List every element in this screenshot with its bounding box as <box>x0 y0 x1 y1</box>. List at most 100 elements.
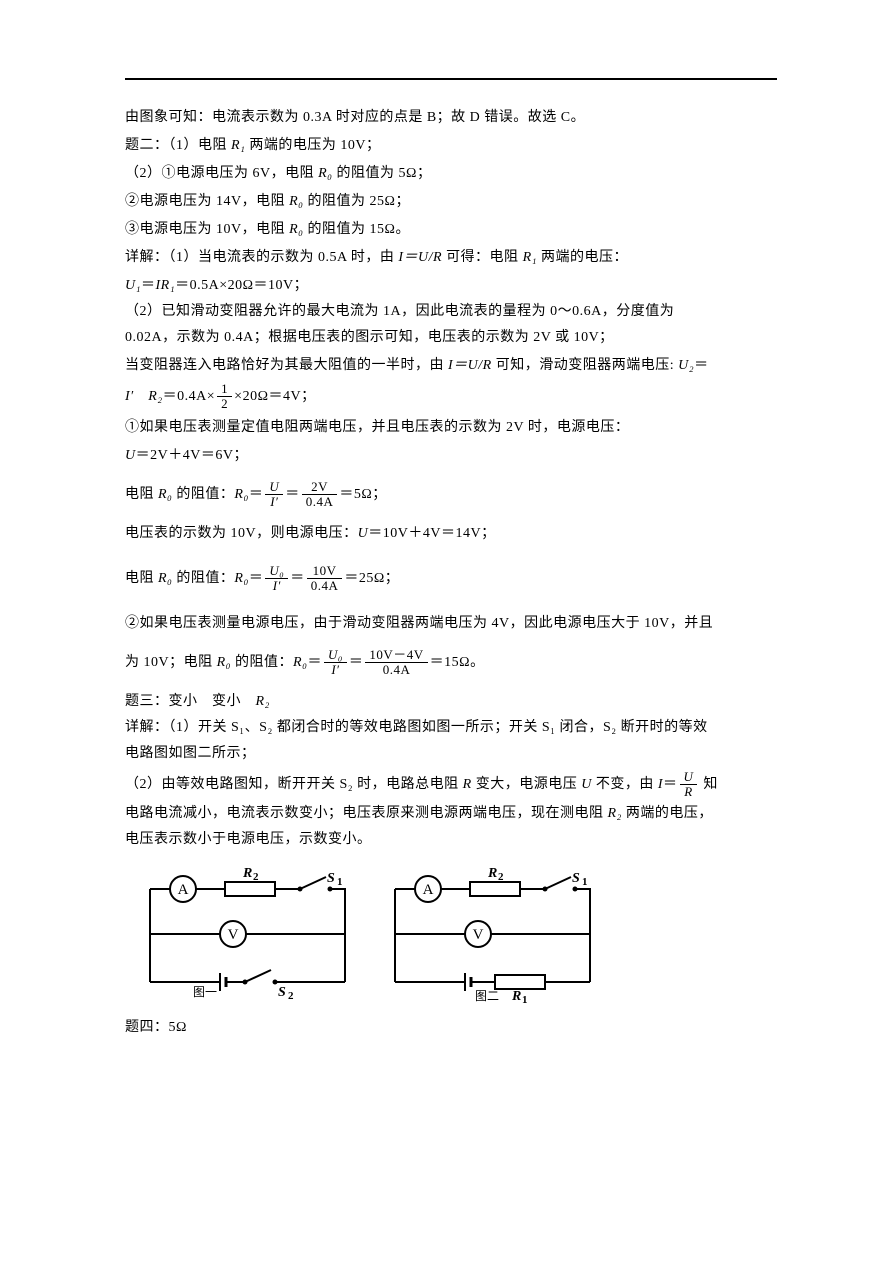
sym-R0: R₀ <box>318 166 332 181</box>
sym-IUR: I＝U/R <box>398 250 442 265</box>
sym-R0: R₀ <box>293 655 307 670</box>
q3-det1b: 电路图如图二所示； <box>125 740 777 768</box>
sym-R: R <box>463 777 472 792</box>
u1-eq: U₁＝IR₁＝0.5A×20Ω＝10V； <box>125 272 777 300</box>
svg-text:1: 1 <box>337 876 343 888</box>
header-rule <box>125 78 777 80</box>
text: 详解：（1）当电流表的示数为 0.5A 时，由 <box>125 250 398 265</box>
svg-text:A: A <box>178 882 189 898</box>
num: 10V <box>307 564 343 579</box>
d2b: 0.02A，示数为 0.4A；根据电压表的图示可知，电压表的示数为 2V 或 1… <box>125 324 777 352</box>
q3-det2: （2）由等效电路图知，断开开关 S₂ 时，电路总电阻 R 变大，电源电压 U 不… <box>125 768 777 802</box>
num: 1 <box>217 382 232 397</box>
svg-text:A: A <box>423 882 434 898</box>
text: ＝5Ω； <box>339 487 386 502</box>
detail-line1: 详解：（1）当电流表的示数为 0.5A 时，由 I＝U/R 可得：电阻 R₁ 两… <box>125 244 777 272</box>
den: 0.4A <box>307 579 343 593</box>
text: 变大，电源电压 <box>472 777 582 792</box>
svg-text:V: V <box>228 927 239 943</box>
text: 电阻 <box>125 571 158 586</box>
text: 两端的电压为 10V； <box>245 138 380 153</box>
text: 题三：变小 变小 <box>125 694 256 709</box>
q2-line3: ②电源电压为 14V，电阻 R₀ 的阻值为 25Ω； <box>125 188 777 216</box>
frac-U0-Ip2: U₀I′ <box>324 648 347 677</box>
d3-line2: I′ R₂＝0.4A×12×20Ω＝4V； <box>125 380 777 414</box>
sym-R0: R₀ <box>234 487 248 502</box>
sym-R1: R₁ <box>523 250 537 265</box>
sym-U: U <box>125 448 136 463</box>
text: ＝ <box>694 358 709 373</box>
num: U₀ <box>324 648 347 663</box>
svg-text:1: 1 <box>522 994 528 1004</box>
sym-U: U <box>581 777 592 792</box>
svg-text:R: R <box>511 989 521 1004</box>
den: I′ <box>324 663 347 677</box>
den: I′ <box>265 579 288 593</box>
frac-2v-04a: 2V0.4A <box>302 480 338 509</box>
sym-IR1: IR₁ <box>155 278 175 293</box>
text: 电阻 <box>125 487 158 502</box>
d6: 电阻 R₀ 的阻值：R₀＝UI′＝2V0.4A＝5Ω； <box>125 478 777 512</box>
svg-text:2: 2 <box>498 871 504 883</box>
sym-R1: R₁ <box>231 138 245 153</box>
sym-R0: R₀ <box>234 571 248 586</box>
line-1: 由图象可知：电流表示数为 0.3A 时对应的点是 B；故 D 错误。故选 C。 <box>125 104 777 132</box>
sym-I: I <box>658 777 663 792</box>
text: 的阻值： <box>172 571 234 586</box>
q3-head: 题三：变小 变小 R₂ <box>125 688 777 716</box>
text: 的阻值： <box>231 655 293 670</box>
text: ＝2V＋4V＝6V； <box>136 448 248 463</box>
text: ＝0.4A× <box>163 389 216 404</box>
d9: ②如果电压表测量电源电压，由于滑动变阻器两端电压为 4V，因此电源电压大于 10… <box>125 610 777 638</box>
frac-U-R: UR <box>680 770 698 799</box>
text: 的阻值： <box>172 487 234 502</box>
q3-det4: 电压表示数小于电源电压，示数变小。 <box>125 826 777 854</box>
svg-text:1: 1 <box>582 876 588 888</box>
frac-half: 12 <box>217 382 232 411</box>
sym-U: U <box>358 526 369 541</box>
text: 两端的电压， <box>622 806 713 821</box>
q2-line1: 题二：（1）电阻 R₁ 两端的电压为 10V； <box>125 132 777 160</box>
frac-U-Ip: UI′ <box>265 480 283 509</box>
num: 10V－4V <box>365 648 427 663</box>
sym-R2: R₂ <box>608 806 622 821</box>
num: U <box>265 480 283 495</box>
text: 为 10V；电阻 <box>125 655 217 670</box>
circuit-fig1: AVR2S1S2图一 <box>135 864 360 1004</box>
text: 电路电流减小，电流表示数变小；电压表原来测电源两端电压，现在测电阻 <box>125 806 608 821</box>
text: （2）由等效电路图知，断开开关 S₂ 时，电路总电阻 <box>125 777 463 792</box>
text: （2）①电源电压为 6V，电阻 <box>125 166 318 181</box>
circuit-fig2: AVR2S1R1图二 <box>380 864 605 1004</box>
sym-R0: R₀ <box>217 655 231 670</box>
d5: U＝2V＋4V＝6V； <box>125 442 777 470</box>
text: ＝15Ω。 <box>430 655 485 670</box>
text: 可得：电阻 <box>442 250 523 265</box>
sym-R2: R₂ <box>148 389 162 404</box>
svg-text:V: V <box>473 927 484 943</box>
svg-text:R: R <box>487 866 497 881</box>
num: U₀ <box>265 564 288 579</box>
text: ×20Ω＝4V； <box>234 389 315 404</box>
svg-text:2: 2 <box>288 990 294 1002</box>
q2-line4: ③电源电压为 10V，电阻 R₀ 的阻值为 15Ω。 <box>125 216 777 244</box>
den: R <box>680 785 698 799</box>
text: 知 <box>699 777 718 792</box>
text: 当变阻器连入电路恰好为其最大阻值的一半时，由 <box>125 358 448 373</box>
d7: 电压表的示数为 10V，则电源电压：U＝10V＋4V＝14V； <box>125 520 777 548</box>
d10: 为 10V；电阻 R₀ 的阻值：R₀＝U₀I′＝10V－4V0.4A＝15Ω。 <box>125 646 777 680</box>
text: 不变，由 <box>592 777 658 792</box>
d2a: （2）已知滑动变阻器允许的最大电流为 1A，因此电流表的量程为 0～0.6A，分… <box>125 300 777 324</box>
sym-R0: R₀ <box>289 194 303 209</box>
den: 0.4A <box>365 663 427 677</box>
num: 2V <box>302 480 338 495</box>
sym-U2: U₂ <box>678 358 694 373</box>
q2-line2: （2）①电源电压为 6V，电阻 R₀ 的阻值为 5Ω； <box>125 160 777 188</box>
text: 的阻值为 25Ω； <box>304 194 410 209</box>
svg-text:S: S <box>572 871 580 886</box>
svg-text:2: 2 <box>253 871 259 883</box>
d4: ①如果电压表测量定值电阻两端电压，并且电压表的示数为 2V 时，电源电压： <box>125 414 777 442</box>
text: ②电源电压为 14V，电阻 <box>125 194 289 209</box>
text: ＝0.5A×20Ω＝10V； <box>175 278 308 293</box>
q3-det1: 详解：（1）开关 S₁、S₂ 都闭合时的等效电路图如图一所示；开关 S₁ 闭合，… <box>125 716 777 740</box>
text: 电压表的示数为 10V，则电源电压： <box>125 526 358 541</box>
